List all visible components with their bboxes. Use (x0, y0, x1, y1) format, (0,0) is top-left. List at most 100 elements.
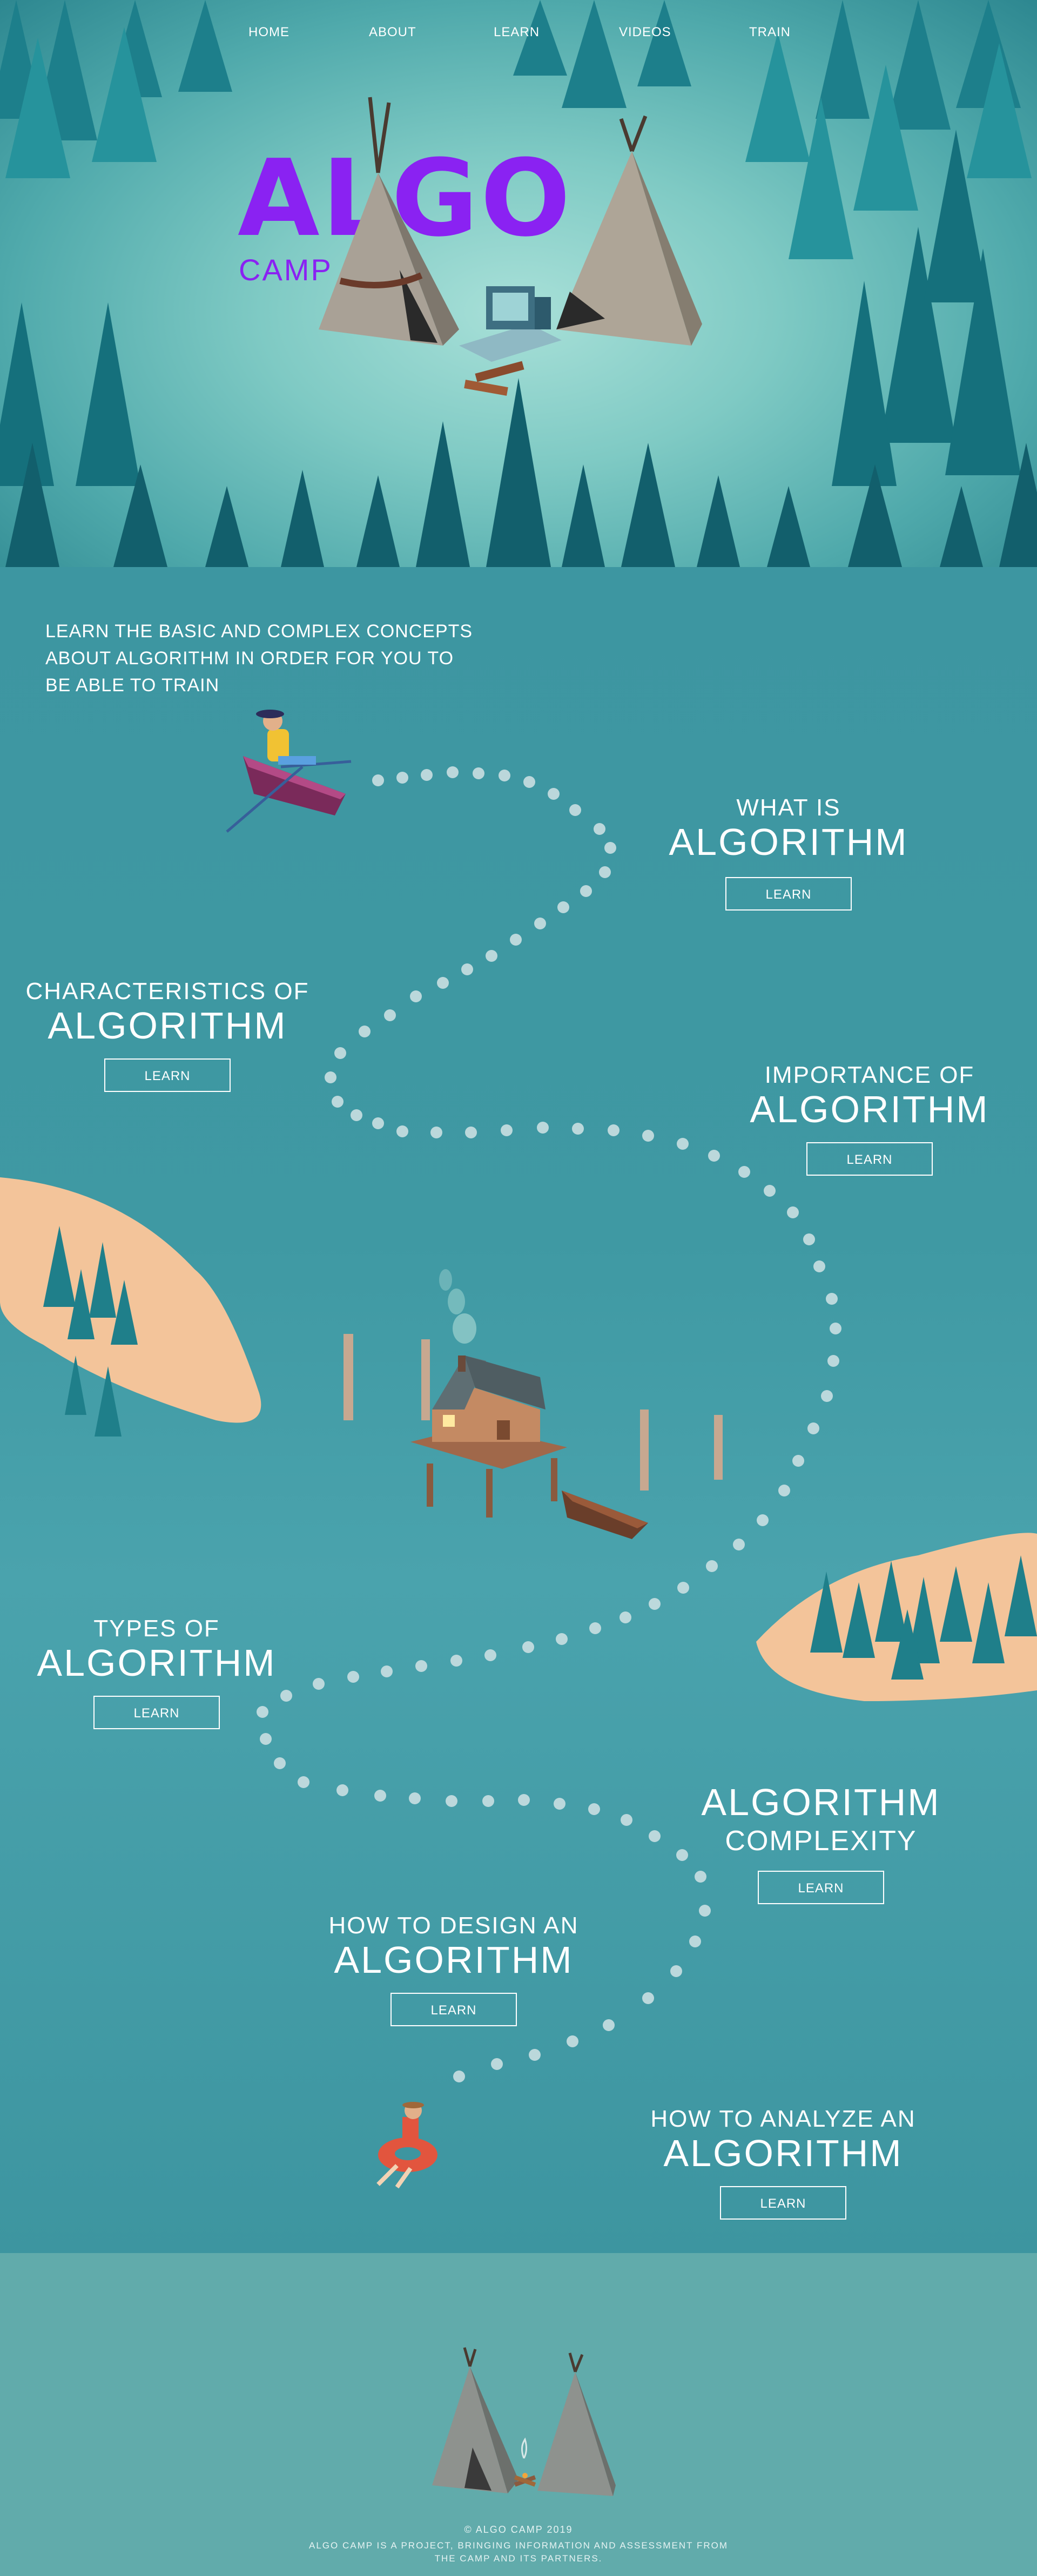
path-dot (522, 1641, 534, 1653)
footer-camp-illustration (432, 2347, 616, 2496)
path-dot (415, 1660, 427, 1672)
path-dot (557, 901, 569, 913)
path-dot (372, 1117, 384, 1129)
learn-button[interactable]: LEARN (93, 1696, 220, 1729)
path-dot (821, 1390, 833, 1402)
topic-small-title: IMPORTANCE OF (764, 1062, 975, 1088)
path-dot (473, 767, 484, 779)
right-island (756, 1533, 1037, 1701)
path-dot (518, 1794, 530, 1806)
path-dot (534, 918, 546, 929)
nav-home-link[interactable]: HOME (248, 25, 289, 39)
path-dot (409, 1792, 421, 1804)
footer-note: ALGO CAMP IS A PROJECT, BRINGING INFORMA… (308, 2540, 728, 2564)
path-dot (826, 1293, 838, 1305)
tent-icon (537, 2352, 616, 2496)
forest-illustration (0, 0, 1037, 567)
topic-big-title: ALGORITHM (669, 821, 908, 863)
campsite-illustration (319, 97, 702, 396)
path-dot (461, 963, 473, 975)
learn-button[interactable]: LEARN (720, 2186, 846, 2220)
path-dot (332, 1096, 344, 1108)
topic-complexity: ALGORITHM COMPLEXITY LEARN (675, 1782, 967, 1904)
path-dot (351, 1109, 362, 1121)
tent-icon (319, 97, 459, 346)
path-dot (699, 1905, 711, 1917)
boat-icon (562, 1491, 648, 1539)
path-dot (381, 1665, 393, 1677)
computer-icon (459, 286, 562, 362)
nav-learn-link[interactable]: LEARN (494, 25, 540, 39)
learn-button[interactable]: LEARN (758, 1871, 884, 1904)
path-dot (325, 1071, 336, 1083)
topic-analyze: HOW TO ANALYZE AN ALGORITHM LEARN (637, 2105, 929, 2220)
learn-button[interactable]: LEARN (806, 1142, 933, 1176)
topic-small-title: WHAT IS (736, 794, 841, 821)
path-dot (537, 1122, 549, 1134)
learn-button[interactable]: LEARN (725, 877, 852, 911)
nav-train-link[interactable]: TRAIN (749, 25, 791, 39)
hero-section: HOME ABOUT LEARN VIDEOS TRAIN ALGO CAMP (0, 0, 1037, 567)
topic-small-title: CHARACTERISTICS OF (25, 978, 309, 1004)
logo-subtitle: CAMP (239, 253, 333, 287)
path-dot (787, 1206, 799, 1218)
path-dot (313, 1678, 325, 1690)
left-island (0, 1177, 261, 1437)
path-dot (523, 776, 535, 788)
path-dot (778, 1485, 790, 1496)
boat-icon (226, 710, 352, 833)
learn-button[interactable]: LEARN (104, 1058, 231, 1092)
nav-about-link[interactable]: ABOUT (369, 25, 416, 39)
topic-big-title: ALGORITHM (334, 1939, 574, 1981)
topic-design: HOW TO DESIGN AN ALGORITHM LEARN (308, 1912, 600, 2026)
intro-text: LEARN THE BASIC AND COMPLEX CONCEPTS ABO… (45, 621, 473, 696)
path-dot (599, 866, 611, 878)
tent-icon (556, 115, 702, 346)
path-dot (677, 1138, 689, 1150)
path-dot (695, 1871, 706, 1883)
path-dot (334, 1047, 346, 1059)
path-dot (827, 1355, 839, 1367)
path-dot (465, 1127, 477, 1138)
path-dot (708, 1150, 720, 1162)
learn-button[interactable]: LEARN (390, 1993, 517, 2026)
path-dot (347, 1671, 359, 1683)
path-dot (569, 804, 581, 816)
path-dot (554, 1798, 565, 1810)
path-dot (274, 1757, 286, 1769)
path-dot (374, 1790, 386, 1802)
footer: © ALGO CAMP 2019 ALGO CAMP IS A PROJECT,… (0, 2253, 1037, 2576)
path-dot (594, 823, 605, 835)
path-dot (482, 1795, 494, 1807)
topic-small-title: HOW TO ANALYZE AN (650, 2106, 916, 2132)
path-dot (642, 1130, 654, 1142)
path-dot (372, 774, 384, 786)
topic-small-title: TYPES OF (93, 1615, 220, 1642)
topic-characteristics: CHARACTERISTICS OF ALGORITHM LEARN (22, 977, 313, 1092)
lake-illustration (0, 710, 1037, 2189)
path-dot (649, 1830, 661, 1842)
topic-big-title: ALGORITHM (48, 1004, 287, 1047)
path-dot (764, 1185, 776, 1197)
path-dot (486, 950, 497, 962)
topic-importance: IMPORTANCE OF ALGORITHM LEARN (724, 1061, 1015, 1176)
nav-videos-link[interactable]: VIDEOS (619, 25, 671, 39)
campfire-icon (464, 361, 524, 396)
path-dot (738, 1166, 750, 1178)
path-dot (529, 2049, 541, 2061)
path-dot (257, 1706, 268, 1718)
inner-tube-icon (376, 2102, 437, 2189)
path-dot (499, 770, 510, 781)
path-dot (608, 1124, 619, 1136)
path-dot (757, 1514, 769, 1526)
path-dot (450, 1655, 462, 1667)
path-dot (580, 885, 592, 897)
path-dot (649, 1598, 661, 1610)
path-dot (396, 772, 408, 784)
path-dot (410, 990, 422, 1002)
path-dot (689, 1936, 701, 1947)
path-dot (670, 1965, 682, 1977)
path-dot (588, 1803, 600, 1815)
path-dot (491, 2058, 503, 2070)
path-dot (807, 1422, 819, 1434)
